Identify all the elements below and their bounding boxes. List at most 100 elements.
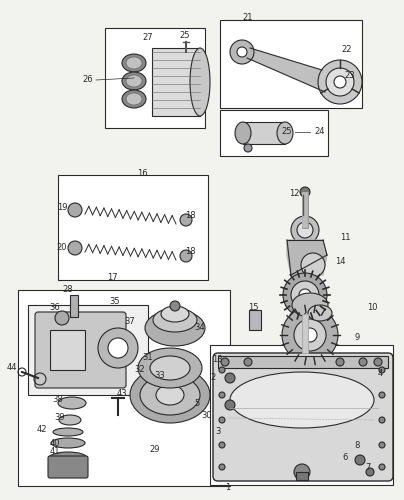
Text: 44: 44: [7, 364, 17, 372]
Bar: [243, 122, 285, 144]
Text: 24: 24: [315, 128, 325, 136]
Circle shape: [244, 358, 252, 366]
Text: 41: 41: [50, 448, 60, 456]
Circle shape: [68, 241, 82, 255]
Circle shape: [55, 311, 69, 325]
Text: 36: 36: [50, 304, 60, 312]
Text: 23: 23: [345, 72, 355, 80]
Ellipse shape: [126, 93, 142, 105]
Circle shape: [336, 358, 344, 366]
Circle shape: [355, 455, 365, 465]
Ellipse shape: [58, 397, 86, 409]
Circle shape: [219, 417, 225, 423]
Bar: [70, 295, 78, 317]
Ellipse shape: [190, 48, 210, 116]
Text: 5: 5: [194, 398, 200, 407]
Text: 15: 15: [248, 302, 258, 312]
Text: 34: 34: [195, 324, 205, 332]
Text: 42: 42: [37, 426, 47, 434]
Circle shape: [379, 464, 385, 470]
Text: 18: 18: [185, 248, 195, 256]
Polygon shape: [287, 240, 327, 275]
Ellipse shape: [291, 216, 319, 244]
FancyBboxPatch shape: [213, 353, 393, 481]
Circle shape: [334, 76, 346, 88]
Ellipse shape: [51, 438, 85, 448]
Circle shape: [225, 373, 235, 383]
Ellipse shape: [282, 307, 338, 363]
Circle shape: [366, 468, 374, 476]
Text: 4: 4: [377, 368, 383, 378]
Ellipse shape: [140, 375, 200, 415]
Circle shape: [359, 358, 367, 366]
Circle shape: [300, 187, 310, 197]
Bar: [28, 305, 148, 395]
Ellipse shape: [297, 222, 313, 238]
Ellipse shape: [126, 57, 142, 69]
Text: 32: 32: [135, 366, 145, 374]
Text: 1: 1: [225, 482, 231, 492]
Text: 14: 14: [335, 258, 345, 266]
Circle shape: [379, 442, 385, 448]
Text: 6: 6: [342, 454, 348, 462]
Text: 19: 19: [57, 204, 67, 212]
Text: 11: 11: [340, 234, 350, 242]
Polygon shape: [247, 48, 325, 92]
Circle shape: [379, 392, 385, 398]
Circle shape: [170, 301, 180, 311]
Text: 3: 3: [215, 428, 221, 436]
Ellipse shape: [299, 289, 311, 301]
Circle shape: [219, 392, 225, 398]
Bar: [58, 175, 208, 280]
Ellipse shape: [49, 452, 87, 464]
FancyBboxPatch shape: [35, 312, 126, 388]
Ellipse shape: [303, 328, 317, 342]
Text: 18: 18: [185, 210, 195, 220]
Circle shape: [230, 40, 254, 64]
Bar: [220, 110, 328, 156]
Circle shape: [326, 68, 354, 96]
Bar: [296, 472, 308, 480]
Circle shape: [225, 400, 235, 410]
Circle shape: [108, 338, 128, 358]
Text: 30: 30: [202, 410, 213, 420]
Text: 33: 33: [155, 370, 165, 380]
Circle shape: [237, 47, 247, 57]
Ellipse shape: [122, 54, 146, 72]
Text: 43: 43: [117, 388, 127, 398]
Text: 8: 8: [354, 440, 360, 450]
Bar: [249, 310, 261, 330]
Circle shape: [180, 214, 192, 226]
Text: 26: 26: [83, 76, 93, 84]
Ellipse shape: [301, 253, 325, 277]
Bar: [50, 330, 85, 370]
Ellipse shape: [150, 356, 190, 380]
Text: 21: 21: [243, 14, 253, 22]
Ellipse shape: [145, 310, 205, 346]
Ellipse shape: [230, 372, 374, 428]
Text: 28: 28: [63, 286, 73, 294]
Text: 29: 29: [150, 446, 160, 454]
Text: 27: 27: [143, 34, 153, 42]
Circle shape: [219, 464, 225, 470]
Text: 17: 17: [107, 274, 117, 282]
Ellipse shape: [277, 122, 293, 144]
Circle shape: [374, 358, 382, 366]
Ellipse shape: [294, 319, 326, 351]
Text: 22: 22: [342, 46, 352, 54]
Circle shape: [318, 60, 362, 104]
Text: 38: 38: [53, 396, 63, 404]
Text: 37: 37: [124, 318, 135, 326]
Ellipse shape: [308, 305, 332, 321]
Text: 25: 25: [180, 32, 190, 40]
Ellipse shape: [292, 293, 328, 317]
Ellipse shape: [138, 348, 202, 388]
Circle shape: [244, 144, 252, 152]
Text: 25: 25: [282, 128, 292, 136]
Circle shape: [379, 367, 385, 373]
Ellipse shape: [161, 306, 189, 322]
Text: 20: 20: [57, 244, 67, 252]
Text: 13: 13: [212, 356, 222, 364]
Text: 40: 40: [50, 438, 60, 448]
Ellipse shape: [156, 385, 184, 405]
